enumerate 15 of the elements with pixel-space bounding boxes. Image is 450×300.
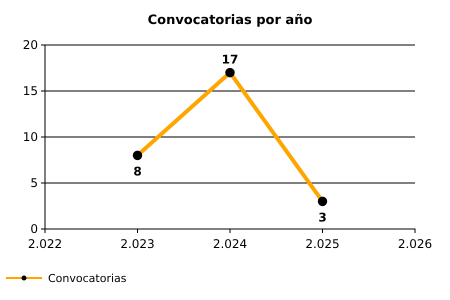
x-tick-label: 2.023 bbox=[120, 237, 155, 251]
data-label: 17 bbox=[222, 52, 238, 67]
x-tick-label: 2.026 bbox=[398, 237, 432, 251]
x-tick-label: 2.025 bbox=[305, 237, 340, 251]
y-tick-label: 0 bbox=[30, 222, 38, 236]
y-tick-label: 10 bbox=[22, 130, 38, 144]
y-tick-label: 20 bbox=[22, 38, 38, 52]
data-label: 3 bbox=[318, 210, 327, 224]
data-label: 8 bbox=[133, 164, 142, 178]
x-tick-label: 2.022 bbox=[28, 237, 62, 251]
legend-label: Convocatorias bbox=[48, 272, 127, 285]
x-tick-label: 2.024 bbox=[212, 237, 248, 251]
y-tick-label: 15 bbox=[22, 84, 38, 98]
y-tick-label: 5 bbox=[30, 176, 38, 190]
chart-title: Convocatorias por año bbox=[148, 13, 312, 28]
